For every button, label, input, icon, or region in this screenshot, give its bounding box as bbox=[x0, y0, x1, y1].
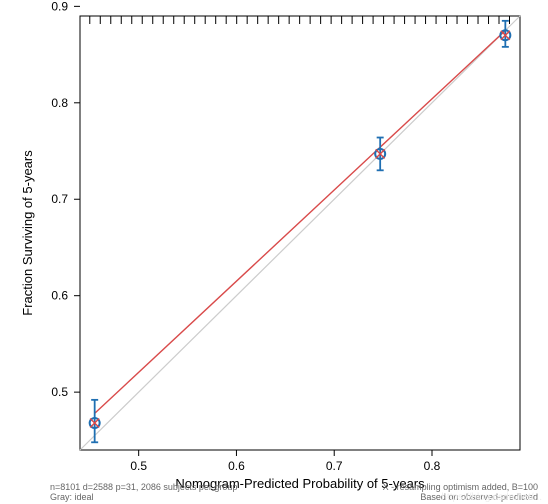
ideal-line bbox=[80, 16, 520, 450]
watermark: https://blog.csdn.net/... bbox=[441, 492, 542, 503]
footer-left: n=8101 d=2588 p=31, 2086 subjects per gr… bbox=[50, 482, 237, 492]
footer-left2: Gray: ideal bbox=[50, 492, 94, 502]
x-tick-label: 0.5 bbox=[130, 459, 147, 473]
y-axis-label: Fraction Surviving of 5-years bbox=[20, 150, 35, 316]
y-tick-label: 0.7 bbox=[51, 192, 68, 206]
x-tick-label: 0.8 bbox=[424, 459, 441, 473]
calibration-plot: 0.50.60.70.80.50.60.70.80.9Nomogram-Pred… bbox=[0, 0, 548, 504]
x-tick-label: 0.6 bbox=[228, 459, 245, 473]
y-tick-label: 0.9 bbox=[51, 0, 68, 13]
y-tick-label: 0.5 bbox=[51, 385, 68, 399]
fit-line bbox=[95, 30, 506, 413]
chart-container: 0.50.60.70.80.50.60.70.80.9Nomogram-Pred… bbox=[0, 0, 548, 504]
footer-right: X - resampling optimism added, B=100 bbox=[383, 482, 538, 492]
y-tick-label: 0.6 bbox=[51, 289, 68, 303]
y-tick-label: 0.8 bbox=[51, 96, 68, 110]
x-tick-label: 0.7 bbox=[326, 459, 343, 473]
